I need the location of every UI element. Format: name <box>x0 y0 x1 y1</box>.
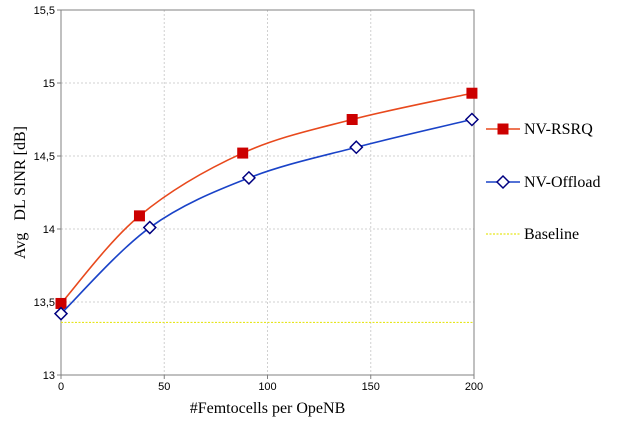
data-point-nv-offload <box>53 306 69 321</box>
x-tick-label: 200 <box>465 381 483 393</box>
legend-marker <box>495 174 511 190</box>
y-tick-label: 14 <box>43 224 55 236</box>
data-point-nv-rsrq <box>466 87 478 99</box>
grid-lines <box>60 9 475 376</box>
data-point-nv-offload <box>464 112 479 127</box>
legend: NV-RSRQ NV-Offload Baseline <box>486 121 600 243</box>
data-point-nv-offload <box>349 140 364 155</box>
data-point-nv-offload <box>142 220 157 235</box>
legend-label: NV-Offload <box>524 174 600 191</box>
series-line-nv-offload <box>60 118 473 315</box>
axis-ticks: 0 50 100 150 200 13 13,5 14 14,5 15 15,5 <box>34 5 484 393</box>
y-tick-label: 15 <box>43 78 55 90</box>
x-tick-label: 100 <box>258 381 276 393</box>
x-tick-label: 150 <box>362 381 380 393</box>
y-tick-label: 15,5 <box>34 5 55 17</box>
data-point-nv-rsrq <box>237 147 249 159</box>
legend-label: Baseline <box>524 226 579 243</box>
y-tick-label: 13 <box>43 370 55 382</box>
legend-item-nv-offload: NV-Offload <box>486 174 600 191</box>
x-tick-label: 50 <box>158 381 170 393</box>
legend-item-nv-rsrq: NV-RSRQ <box>486 121 593 138</box>
legend-item-baseline: Baseline <box>486 226 579 243</box>
series-layer <box>53 87 479 321</box>
x-axis-title: #Femtocells per OpeNB <box>190 400 346 417</box>
legend-marker <box>497 123 509 135</box>
data-point-nv-rsrq <box>133 210 145 222</box>
x-tick-label: 0 <box>58 381 64 393</box>
y-tick-label: 14,5 <box>34 151 55 163</box>
data-point-nv-offload <box>241 170 256 185</box>
y-axis-title: Avg DL SINR [dB] <box>12 126 29 259</box>
data-point-nv-rsrq <box>346 114 358 125</box>
series-line-nv-rsrq <box>60 92 473 304</box>
legend-label: NV-RSRQ <box>524 121 593 138</box>
y-tick-label: 13,5 <box>34 297 55 309</box>
plot-area-frame <box>60 9 475 376</box>
